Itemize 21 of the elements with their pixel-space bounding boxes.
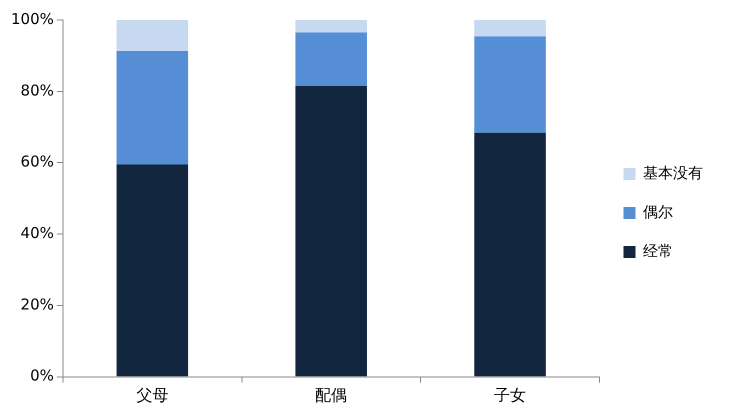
- bar: [116, 20, 188, 52]
- legend-label: 经常: [643, 242, 673, 260]
- bar: [116, 164, 188, 376]
- bar: [474, 36, 546, 133]
- bar: [295, 32, 367, 86]
- bar: [116, 51, 188, 165]
- x-tick-label: 配偶: [315, 386, 348, 405]
- bar: [295, 86, 367, 376]
- bar: [295, 20, 367, 32]
- y-tick-label: 100%: [10, 10, 54, 28]
- bar: [474, 20, 546, 36]
- y-tick-label: 0%: [30, 366, 54, 385]
- y-tick-label: 20%: [20, 295, 54, 314]
- legend-label: 基本没有: [643, 164, 703, 182]
- y-tick-label: 80%: [20, 81, 54, 100]
- x-tick-label: 父母: [136, 386, 168, 405]
- y-tick-label: 60%: [20, 152, 54, 171]
- legend-label: 偶尔: [643, 202, 673, 221]
- bar: [474, 132, 546, 376]
- y-tick-label: 40%: [20, 224, 54, 242]
- x-tick-label: 子女: [494, 386, 526, 405]
